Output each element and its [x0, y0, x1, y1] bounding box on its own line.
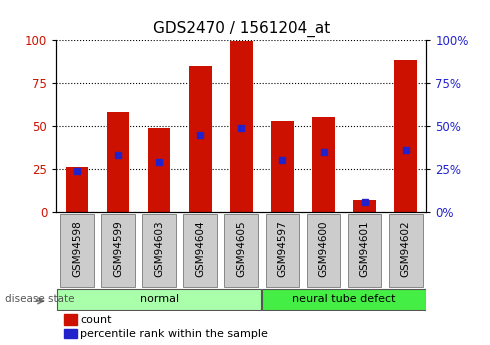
- FancyBboxPatch shape: [224, 214, 258, 287]
- FancyBboxPatch shape: [142, 214, 176, 287]
- Text: GSM94601: GSM94601: [360, 220, 369, 277]
- Title: GDS2470 / 1561204_at: GDS2470 / 1561204_at: [153, 21, 330, 37]
- Bar: [230, 41, 253, 212]
- Text: GSM94604: GSM94604: [195, 220, 205, 277]
- Bar: [312, 117, 335, 212]
- FancyBboxPatch shape: [389, 214, 422, 287]
- Bar: [189, 66, 212, 212]
- FancyBboxPatch shape: [101, 214, 135, 287]
- FancyBboxPatch shape: [348, 214, 382, 287]
- Bar: [353, 200, 376, 212]
- FancyBboxPatch shape: [307, 214, 341, 287]
- FancyBboxPatch shape: [262, 289, 426, 309]
- FancyBboxPatch shape: [266, 214, 299, 287]
- Bar: [64, 329, 77, 338]
- Text: GSM94598: GSM94598: [72, 220, 82, 277]
- Text: count: count: [80, 315, 112, 325]
- FancyBboxPatch shape: [183, 214, 217, 287]
- Bar: [394, 60, 417, 212]
- Text: normal: normal: [140, 294, 179, 304]
- Bar: [64, 314, 77, 325]
- Text: GSM94605: GSM94605: [236, 220, 246, 277]
- Text: GSM94599: GSM94599: [113, 220, 123, 277]
- Bar: [271, 121, 294, 212]
- FancyBboxPatch shape: [57, 289, 262, 309]
- Text: GSM94602: GSM94602: [401, 220, 411, 277]
- Text: neural tube defect: neural tube defect: [293, 294, 396, 304]
- Bar: [66, 167, 88, 212]
- Bar: [148, 128, 171, 212]
- Text: GSM94597: GSM94597: [277, 220, 288, 277]
- FancyBboxPatch shape: [60, 214, 94, 287]
- Text: GSM94603: GSM94603: [154, 220, 164, 277]
- Text: GSM94600: GSM94600: [318, 220, 328, 277]
- Bar: [107, 112, 129, 212]
- Text: percentile rank within the sample: percentile rank within the sample: [80, 329, 268, 339]
- Text: disease state: disease state: [5, 294, 74, 304]
